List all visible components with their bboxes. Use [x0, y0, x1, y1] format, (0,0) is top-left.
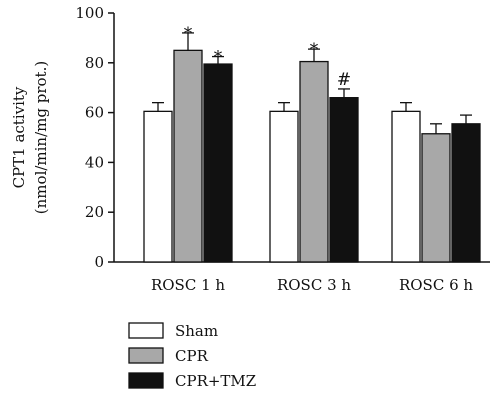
legend-swatch-cpr-tmz [128, 372, 164, 389]
bar-cpr-tmz-3 [451, 123, 481, 263]
significance-star: * [184, 24, 193, 44]
y-tick-label: 40 [85, 153, 104, 171]
significance-star: * [214, 48, 223, 68]
y-tick-label: 80 [85, 54, 104, 72]
x-category-label: ROSC 6 h [399, 276, 473, 294]
bar-sham-2 [269, 110, 299, 263]
legend-label: CPR [175, 347, 209, 365]
y-axis-label: CPT1 activity (nmol/min/mg prot.) [10, 61, 50, 214]
y-tick-label: 60 [85, 104, 104, 122]
y-tick-label: 20 [85, 203, 104, 221]
y-tick-label: 0 [94, 253, 104, 271]
bar-cpr-3 [421, 133, 451, 263]
significance-star: * [310, 40, 319, 60]
bar-sham-1 [143, 110, 173, 263]
y-axis-label-line-2: (nmol/min/mg prot.) [32, 61, 50, 214]
plot-area: 0 20 40 60 80 100 * * ROSC 1 h * # ROSC 3 h ROSC 6 h [75, 4, 490, 294]
bar-cpr-1 [173, 49, 203, 263]
x-category-label: ROSC 1 h [151, 276, 225, 294]
significance-hash: # [337, 70, 351, 90]
legend-swatch-cpr [128, 347, 164, 364]
y-axis-label-line-1: CPT1 activity [10, 86, 28, 188]
bar-cpr-tmz-1 [203, 63, 233, 263]
bar-sham-3 [391, 110, 421, 263]
y-tick-label: 100 [75, 4, 104, 22]
legend-swatch-sham [128, 322, 164, 339]
legend-label: CPR+TMZ [175, 372, 256, 390]
bar-cpr-2 [299, 60, 329, 263]
legend-label: Sham [175, 322, 218, 340]
legend: Sham CPR CPR+TMZ [128, 322, 256, 390]
x-category-label: ROSC 3 h [277, 276, 351, 294]
bar-cpr-tmz-2 [329, 97, 359, 263]
